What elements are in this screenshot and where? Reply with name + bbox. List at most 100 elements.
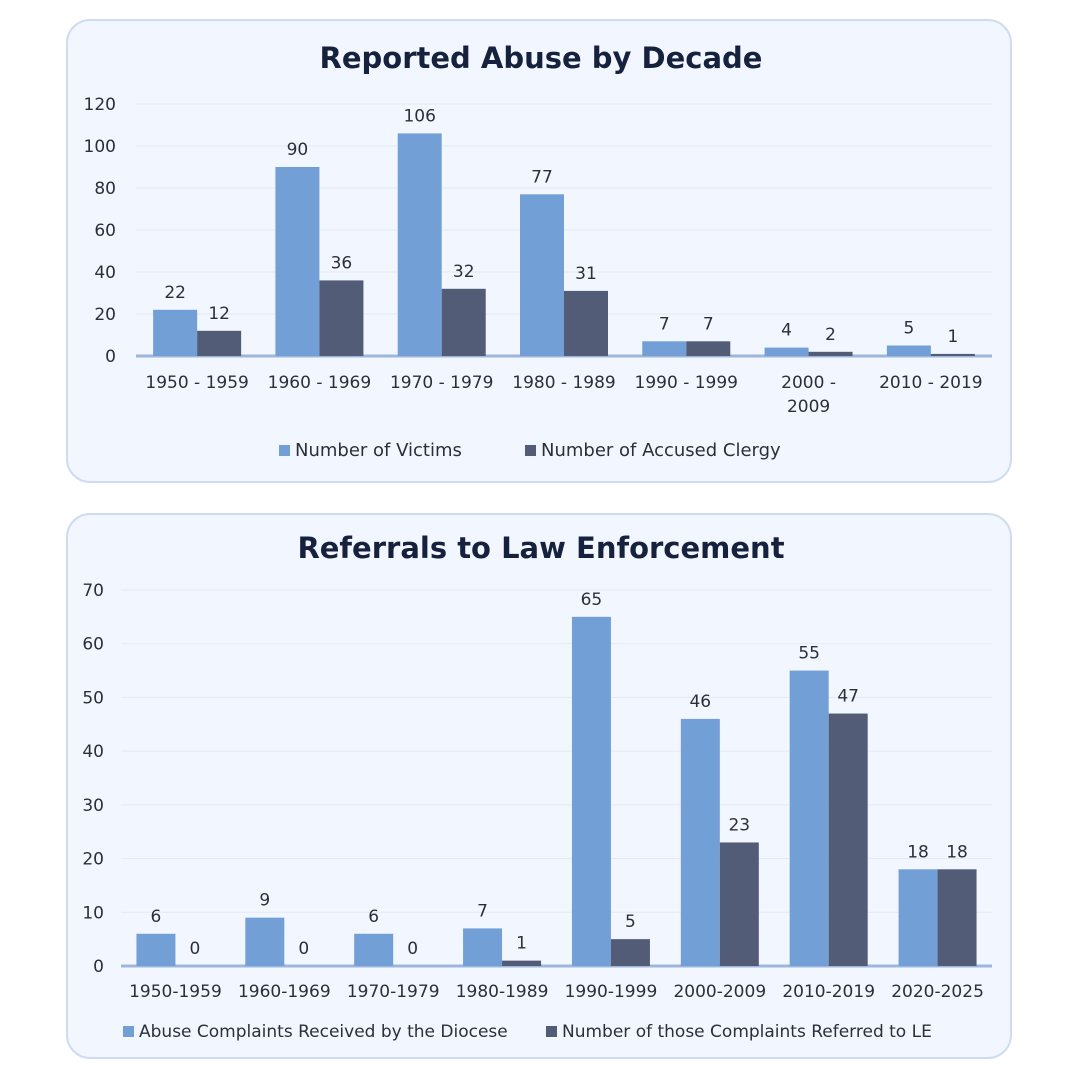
data-label: 1 xyxy=(516,934,527,954)
legend-swatch xyxy=(123,1026,134,1037)
y-axis-ticks: 0 10 20 30 40 50 60 70 xyxy=(82,581,104,977)
x-tick-label: 1960 - 1969 xyxy=(268,373,371,393)
data-label: 7 xyxy=(659,314,670,334)
x-tick-label: 2010 - 2019 xyxy=(879,373,982,393)
y-tick-label: 40 xyxy=(94,263,116,283)
bar-series2 xyxy=(930,353,975,356)
data-label: 90 xyxy=(287,140,309,160)
y-tick-label: 20 xyxy=(82,850,104,870)
y-tick-label: 20 xyxy=(94,305,116,325)
data-label: 4 xyxy=(781,321,792,341)
legend-label: Abuse Complaints Received by the Diocese xyxy=(139,1022,508,1042)
data-label: 31 xyxy=(575,264,597,284)
bars xyxy=(136,616,977,966)
data-label: 0 xyxy=(298,939,309,959)
data-label: 7 xyxy=(477,901,488,921)
bar-series1 xyxy=(680,718,720,966)
data-label: 77 xyxy=(531,167,553,187)
legend-label: Number of Victims xyxy=(295,440,462,461)
legend-swatch xyxy=(546,1026,557,1037)
x-tick-label: 1950 - 1959 xyxy=(145,373,248,393)
data-label: 1 xyxy=(947,327,958,347)
bar-series2 xyxy=(937,869,977,966)
bar-series1 xyxy=(764,347,809,356)
bar-series1 xyxy=(354,933,394,966)
data-labels: 6 0 9 0 6 0 7 1 65 5 46 23 55 47 18 18 xyxy=(151,590,968,959)
bar-series1 xyxy=(789,670,829,966)
data-label: 47 xyxy=(837,687,859,707)
bar-series1 xyxy=(642,341,687,356)
y-tick-label: 60 xyxy=(94,221,116,241)
y-tick-label: 70 xyxy=(82,581,104,601)
data-label: 55 xyxy=(798,644,820,664)
bar-series2 xyxy=(610,939,650,966)
legend: Abuse Complaints Received by the Diocese… xyxy=(123,1022,932,1042)
x-tick-label: 1970 - 1979 xyxy=(390,373,493,393)
chart-card-abuse-by-decade: Reported Abuse by Decade 0 20 40 60 80 100 120… xyxy=(66,19,1012,483)
bars xyxy=(153,133,975,356)
x-tick-label: 2020-2025 xyxy=(891,982,984,1002)
bar-series1 xyxy=(136,933,176,966)
bar-series2 xyxy=(441,288,486,356)
data-label: 0 xyxy=(407,939,418,959)
x-tick-label: 1990 - 1999 xyxy=(635,373,738,393)
referrals-chart: Referrals to Law Enforcement 01020304050… xyxy=(82,531,992,1042)
y-tick-label: 120 xyxy=(84,95,116,115)
bar-series2 xyxy=(686,341,731,356)
data-label: 36 xyxy=(331,253,353,273)
bar-series1 xyxy=(275,167,320,356)
bar-series1 xyxy=(463,928,503,966)
y-tick-label: 10 xyxy=(82,903,104,923)
bar-series2 xyxy=(719,842,759,966)
y-tick-label: 50 xyxy=(82,688,104,708)
data-label: 6 xyxy=(368,907,379,927)
data-label: 5 xyxy=(625,912,636,932)
chart-title: Referrals to Law Enforcement xyxy=(297,531,784,565)
x-tick-label: 1960-1969 xyxy=(238,982,331,1002)
bar-series1 xyxy=(245,917,285,966)
data-label: 46 xyxy=(689,692,711,712)
data-label: 6 xyxy=(151,907,162,927)
bar-series1 xyxy=(571,616,611,966)
y-tick-label: 30 xyxy=(82,796,104,816)
data-label: 7 xyxy=(703,314,714,334)
data-label: 18 xyxy=(907,842,929,862)
y-tick-label: 0 xyxy=(105,347,116,367)
legend-swatch xyxy=(279,445,290,456)
legend-swatch xyxy=(525,445,536,456)
y-tick-label: 0 xyxy=(93,957,104,977)
chart-card-referrals: Referrals to Law Enforcement 0 10 20 30 40 50… xyxy=(66,513,1012,1059)
data-label: 2 xyxy=(825,325,836,345)
data-label: 0 xyxy=(190,939,201,959)
y-tick-label: 80 xyxy=(94,179,116,199)
x-tick-label: 2000-2009 xyxy=(673,982,766,1002)
x-tick-label: 1980 - 1989 xyxy=(512,373,615,393)
legend-label: Number of Accused Clergy xyxy=(541,440,781,461)
x-tick-label: 1950-1959 xyxy=(129,982,222,1002)
bar-series2 xyxy=(564,290,608,356)
x-tick-label: 1990-1999 xyxy=(565,982,658,1002)
bar-series1 xyxy=(153,309,198,356)
bar-series2 xyxy=(828,713,868,966)
legend: Number of Victims Number of Accused Clerg… xyxy=(279,440,781,461)
bar-series2 xyxy=(808,351,853,356)
y-tick-label: 60 xyxy=(82,635,104,655)
x-tick-label: 2010-2019 xyxy=(782,982,875,1002)
chart-title: Reported Abuse by Decade xyxy=(320,41,763,75)
data-label: 32 xyxy=(453,262,475,282)
bar-series1 xyxy=(886,345,931,356)
data-label: 5 xyxy=(903,319,914,339)
y-tick-label: 100 xyxy=(84,137,116,157)
data-label: 23 xyxy=(728,815,750,835)
bar-series1 xyxy=(898,869,938,966)
x-axis-ticks: 1950-1959 1960-1969 1970-1979 1980-1989 1990… xyxy=(129,982,984,1002)
bar-series2 xyxy=(319,280,364,356)
bar-series1 xyxy=(520,194,564,356)
x-axis-ticks: 1950 - 1959 1960 - 1969 1970 - 1979 1980 - … xyxy=(145,373,982,417)
bar-series1 xyxy=(397,133,442,356)
y-axis-ticks: 0 20 40 60 80 100 120 xyxy=(84,95,116,367)
x-tick-label: 1980-1989 xyxy=(456,982,549,1002)
abuse-by-decade-chart: Reported Abuse by Decade 020406080100120… xyxy=(84,41,992,461)
data-label: 22 xyxy=(164,283,186,303)
